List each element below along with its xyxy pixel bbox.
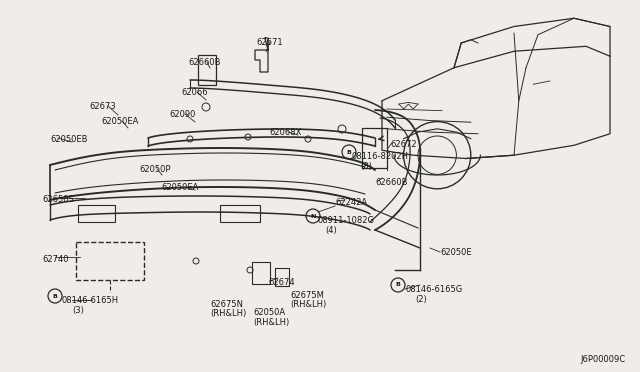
Text: 62675N: 62675N: [210, 300, 243, 309]
Text: 62066: 62066: [182, 88, 208, 97]
Text: 62740: 62740: [42, 255, 68, 264]
Text: 62671: 62671: [257, 38, 284, 47]
Text: B: B: [396, 282, 401, 288]
Text: (RH&LH): (RH&LH): [210, 309, 246, 318]
Text: 62660B: 62660B: [375, 178, 408, 187]
Text: 62650S: 62650S: [42, 195, 74, 204]
Text: 62674: 62674: [268, 278, 294, 287]
Text: 62050EA: 62050EA: [161, 183, 198, 192]
Text: (3): (3): [72, 306, 84, 315]
Text: (RH&LH): (RH&LH): [290, 300, 326, 309]
Text: 62050EB: 62050EB: [50, 135, 88, 144]
Text: B: B: [52, 294, 58, 298]
Text: 08116-8202H: 08116-8202H: [352, 152, 409, 161]
Text: (2): (2): [415, 295, 427, 304]
Text: J6P00009C: J6P00009C: [580, 355, 625, 364]
Text: 62673: 62673: [90, 102, 116, 111]
Text: (8): (8): [360, 162, 372, 171]
Bar: [252, 262, 270, 284]
Text: (RH&LH): (RH&LH): [253, 318, 289, 327]
Text: 62050EA: 62050EA: [101, 117, 139, 126]
Text: 08146-6165H: 08146-6165H: [62, 296, 119, 305]
Text: 62050A: 62050A: [253, 308, 285, 317]
Text: N: N: [310, 214, 316, 218]
Bar: [362, 128, 387, 168]
Text: 62672: 62672: [390, 140, 417, 149]
Text: B: B: [347, 150, 351, 154]
Text: 62090: 62090: [170, 110, 196, 119]
Text: 62050E: 62050E: [440, 248, 472, 257]
Bar: [275, 268, 289, 286]
Text: (4): (4): [325, 226, 337, 235]
Bar: [198, 55, 216, 85]
Text: 08911-1082G: 08911-1082G: [318, 216, 375, 225]
Text: 62660B: 62660B: [189, 58, 221, 67]
Text: 62068X: 62068X: [270, 128, 302, 137]
Text: 08146-6165G: 08146-6165G: [405, 285, 462, 294]
Text: 62242A: 62242A: [335, 198, 367, 207]
Text: 62050P: 62050P: [140, 165, 171, 174]
Bar: [78, 205, 115, 222]
Bar: [76, 242, 144, 280]
Bar: [220, 205, 260, 222]
Text: 62675M: 62675M: [290, 291, 324, 300]
